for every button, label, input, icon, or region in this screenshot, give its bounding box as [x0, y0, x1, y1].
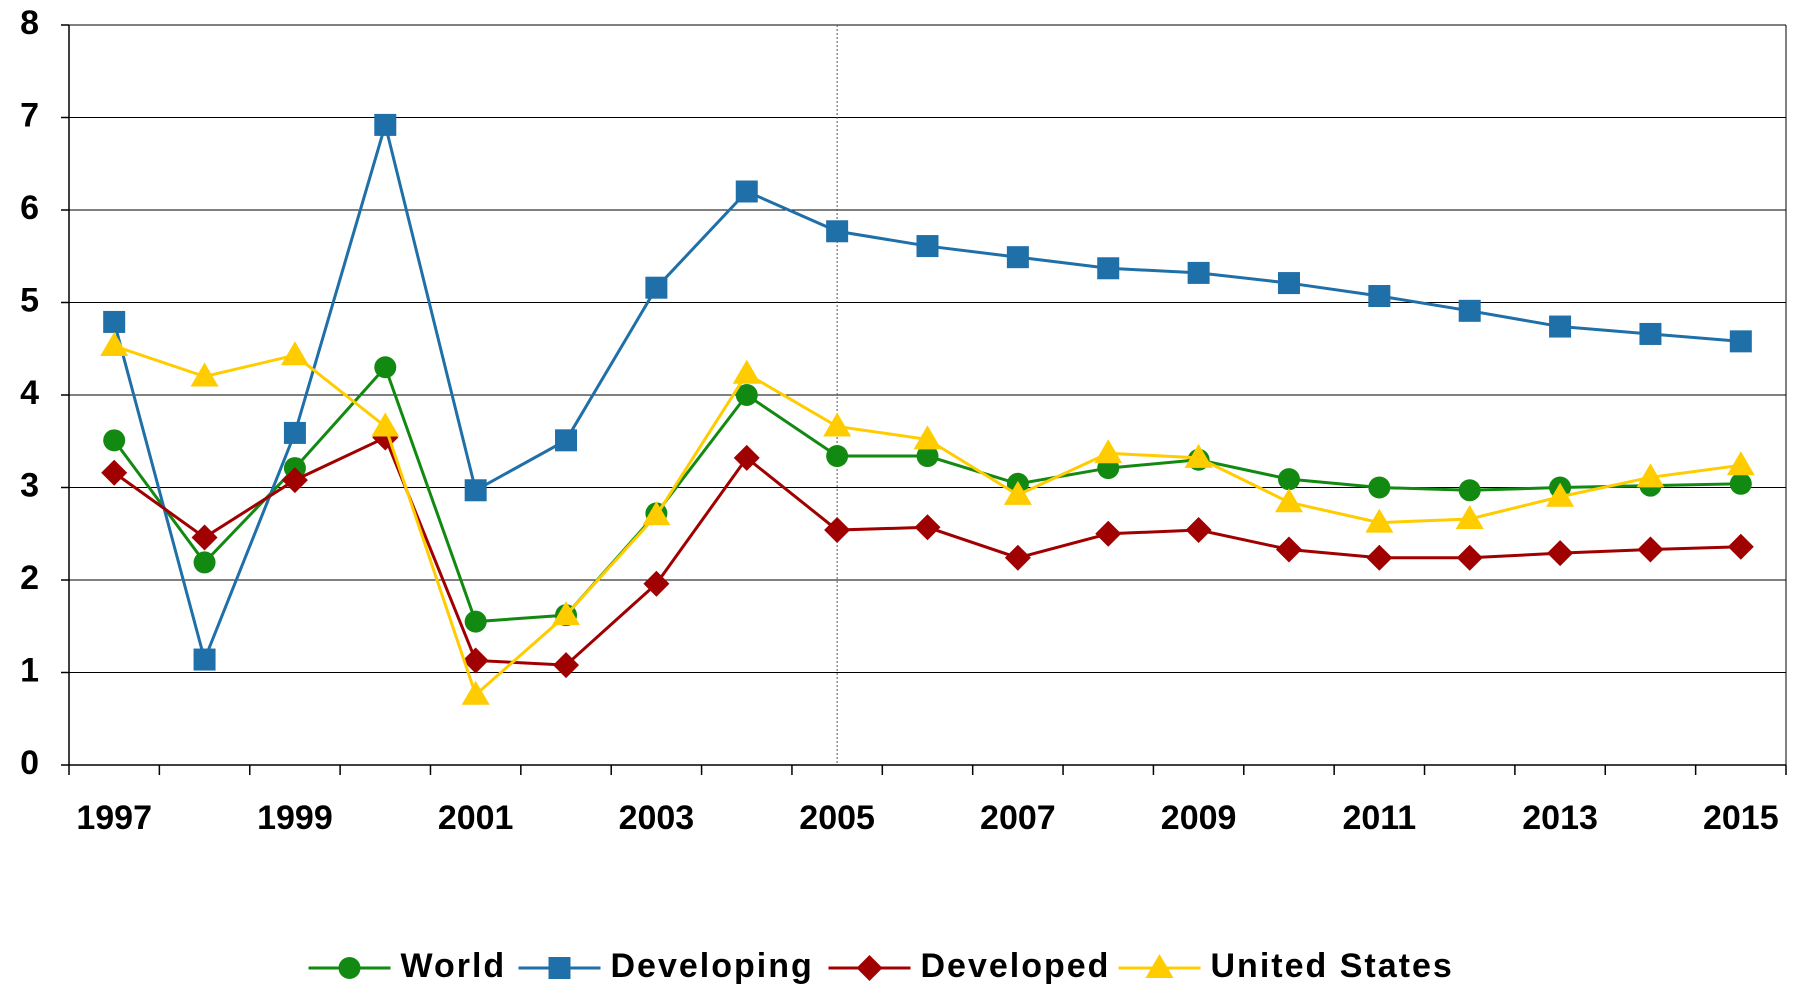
marker — [1274, 488, 1303, 513]
marker — [1639, 322, 1662, 345]
x-tick-label: 2007 — [980, 799, 1056, 837]
marker — [1458, 299, 1481, 322]
y-tick-label: 2 — [20, 559, 39, 597]
marker — [914, 514, 941, 541]
marker — [823, 412, 852, 437]
x-tick-label: 2009 — [1161, 799, 1237, 837]
marker — [733, 444, 760, 471]
marker — [1549, 315, 1572, 338]
marker — [732, 359, 761, 384]
marker — [464, 610, 487, 633]
x-tick-label: 1999 — [257, 799, 333, 837]
x-tick-label: 2013 — [1522, 799, 1598, 837]
series-line — [113, 435, 1741, 667]
marker — [826, 220, 849, 243]
marker — [280, 341, 309, 366]
legend-label: Developing — [611, 947, 814, 985]
y-tick-label: 1 — [20, 651, 39, 689]
marker — [1097, 257, 1120, 280]
marker — [100, 331, 129, 356]
marker — [374, 356, 397, 379]
marker — [374, 113, 397, 136]
x-tick-label: 2005 — [799, 799, 875, 837]
marker — [552, 601, 581, 626]
marker — [1729, 472, 1752, 495]
marker — [1365, 508, 1394, 533]
y-tick-label: 0 — [20, 744, 39, 782]
marker — [555, 429, 578, 452]
marker — [916, 235, 939, 258]
marker — [1277, 272, 1300, 295]
marker — [1187, 261, 1210, 284]
marker — [642, 501, 671, 526]
marker — [1185, 517, 1212, 544]
marker — [371, 412, 400, 437]
marker — [548, 957, 571, 979]
marker — [1366, 544, 1393, 571]
marker — [1095, 520, 1122, 547]
x-tick-label: 1997 — [76, 799, 152, 837]
y-tick-label: 5 — [20, 281, 39, 319]
marker — [1637, 536, 1664, 563]
marker — [1368, 285, 1391, 308]
y-tick-label: 6 — [20, 189, 39, 227]
marker — [1368, 476, 1391, 499]
marker — [645, 276, 668, 299]
x-tick-label: 2011 — [1342, 799, 1416, 837]
marker — [1726, 451, 1755, 476]
marker — [193, 551, 216, 574]
marker — [1184, 443, 1213, 468]
marker — [1636, 463, 1665, 488]
marker — [553, 652, 580, 679]
marker — [281, 467, 308, 494]
legend-label: World — [401, 947, 507, 985]
x-tick-label: 2015 — [1703, 799, 1779, 837]
marker — [826, 445, 849, 468]
marker — [643, 570, 670, 597]
marker — [1458, 479, 1481, 502]
marker — [735, 384, 758, 406]
marker — [916, 445, 939, 468]
marker — [1275, 536, 1302, 563]
marker — [283, 421, 306, 444]
marker — [913, 425, 942, 450]
y-tick-label: 7 — [20, 96, 39, 134]
y-tick-label: 3 — [20, 466, 39, 504]
x-tick-label: 2003 — [619, 799, 695, 837]
y-tick-label: 8 — [20, 4, 39, 42]
marker — [461, 680, 490, 705]
marker — [1456, 544, 1483, 571]
marker — [1727, 533, 1754, 560]
marker — [191, 524, 218, 551]
y-tick-label: 4 — [20, 374, 39, 412]
marker — [1546, 482, 1575, 507]
marker — [190, 362, 219, 387]
marker — [1004, 544, 1031, 571]
marker — [824, 517, 851, 544]
marker — [462, 647, 489, 674]
marker — [1006, 246, 1029, 269]
series-line — [112, 119, 1741, 665]
marker — [856, 955, 883, 981]
marker — [464, 479, 487, 502]
marker — [1003, 480, 1032, 505]
marker — [1455, 504, 1484, 529]
marker — [1145, 954, 1174, 978]
legend-label: United States — [1211, 947, 1454, 985]
x-tick-label: 2001 — [438, 799, 514, 837]
legend-label: Developed — [921, 947, 1111, 985]
marker — [1094, 439, 1123, 464]
marker — [1547, 540, 1574, 567]
marker — [101, 459, 128, 486]
marker — [1277, 468, 1300, 491]
marker — [1729, 330, 1752, 353]
marker — [103, 310, 126, 333]
marker — [193, 648, 216, 671]
marker — [735, 180, 758, 203]
marker — [338, 957, 361, 979]
marker — [103, 429, 126, 452]
